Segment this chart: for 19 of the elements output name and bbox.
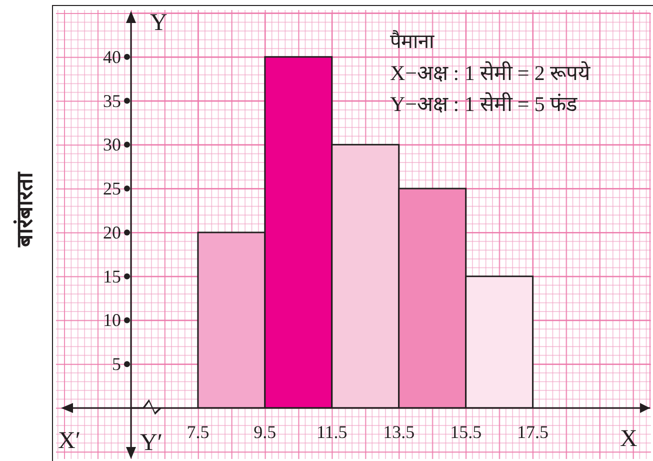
y-tick-label: 25 (103, 178, 121, 199)
y-tick-label: 30 (103, 134, 121, 155)
x-tick-label: 17.5 (517, 422, 549, 442)
x-tick-label: 13.5 (383, 422, 415, 442)
y-tick-label: 15 (103, 266, 121, 286)
y-tick-label: 35 (103, 90, 121, 111)
y-tick-label: 10 (103, 310, 121, 330)
text: X (620, 426, 638, 452)
y-tick-label: 5 (112, 354, 121, 374)
text: Y′ (140, 430, 163, 456)
y-tick-label: 20 (103, 222, 121, 242)
text: X′ (58, 428, 81, 454)
x-tick-label: 11.5 (316, 422, 348, 442)
x-tick-label: 15.5 (450, 422, 482, 442)
y-tick-label: 40 (103, 46, 121, 67)
x-tick-label: 9.5 (254, 422, 276, 442)
x-tick-label: 7.5 (186, 422, 210, 442)
y-axis-title: बारंबारता (13, 171, 38, 248)
annotation: Y (150, 10, 168, 36)
